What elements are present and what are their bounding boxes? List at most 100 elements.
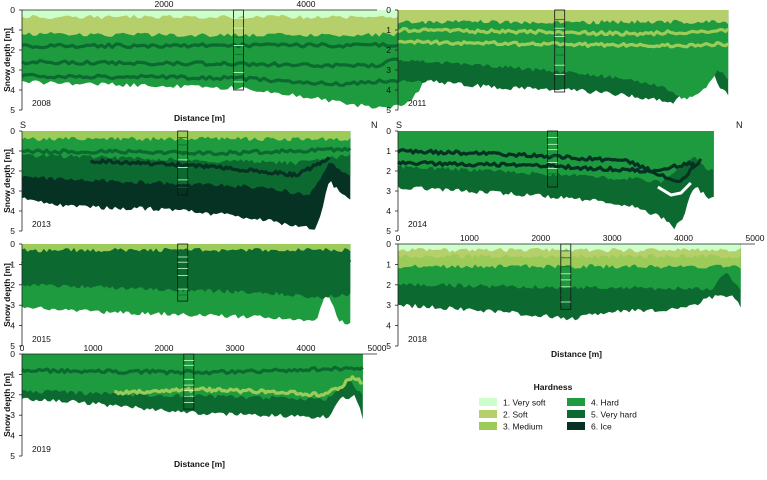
stripe-hardness-5 (21, 66, 456, 87)
x-tick-label: 2000 (155, 343, 174, 353)
y-tick-label: 5 (10, 105, 15, 115)
y-axis-label: Snow depth [m] (2, 28, 12, 92)
layer-hardness-3 (22, 244, 351, 253)
panel-2014: 0 1 2 3 4 5 2014 (386, 126, 714, 236)
y-tick-label: 1 (386, 146, 391, 156)
y-tick-label: 2 (386, 166, 391, 176)
legend-label: 2. Soft (503, 410, 528, 420)
stripe-hardness-5 (21, 51, 456, 69)
stripe-hardness-6 (89, 156, 331, 178)
y-tick-label: 1 (10, 369, 15, 379)
legend-label: 5. Very hard (591, 410, 637, 420)
y-tick-label: 3 (10, 65, 15, 75)
x-axis-label: Distance [m] (551, 349, 602, 359)
legend: Hardness 1. Very soft 2. Soft 3. Medium 4. H… (479, 382, 637, 432)
y-axis-label: Snow depth [m] (2, 263, 12, 327)
legend-swatch (567, 398, 585, 406)
x-axis-label: Distance [m] (174, 459, 225, 469)
y-tick-label: 0 (10, 126, 15, 136)
x-axis-label: Distance [m] (174, 113, 225, 123)
direction-start: S (396, 120, 402, 130)
y-tick-label: 5 (10, 451, 15, 461)
snow-gap (657, 181, 692, 197)
direction-start: S (20, 120, 26, 130)
y-tick-label: 1 (10, 259, 15, 269)
panel-2008: 0 1 2 3 4 5 2000 4000 2008 Snow depth [m] Distance… (2, 0, 457, 130)
stripe-hardness-5 (20, 258, 352, 268)
y-tick-label: 0 (386, 5, 391, 15)
x-tick-label: 1000 (84, 343, 103, 353)
panel-2015: 0 1 2 3 4 5 2015 Snow depth [m] (2, 239, 352, 351)
x-tick-label: 0 (20, 343, 25, 353)
x-tick-label: 3000 (226, 343, 245, 353)
y-tick-label: 5 (386, 105, 391, 115)
panel-2011: 0 1 2 3 4 5 2011 S N (386, 5, 742, 130)
y-tick-label: 1 (10, 25, 15, 35)
y-tick-label: 5 (10, 226, 15, 236)
x-tick-label: 0 (396, 233, 401, 243)
x-tick-label: 4000 (297, 0, 316, 9)
legend-title: Hardness (534, 382, 573, 392)
y-tick-label: 3 (10, 300, 15, 310)
profile-column (177, 243, 189, 302)
panel-2018: 0 1 2 3 4 5 0 1000 2000 3000 4000 5000 2018 Distance … (386, 233, 764, 359)
legend-swatch (567, 410, 585, 418)
legend-item: 6. Ice (567, 422, 612, 432)
layer-hardness-4 (22, 131, 351, 166)
legend-label: 4. Hard (591, 398, 619, 408)
y-tick-label: 4 (386, 321, 391, 331)
legend-label: 6. Ice (591, 422, 612, 432)
y-tick-label: 0 (10, 349, 15, 359)
stripe-hardness-3 (397, 26, 730, 37)
layer-hardness-4 (22, 354, 363, 401)
profile-column (554, 9, 566, 93)
legend-item: 5. Very hard (567, 410, 637, 420)
x-tick-label: 3000 (603, 233, 622, 243)
year-label: 2018 (408, 334, 427, 344)
direction-end: N (371, 120, 378, 130)
y-tick-label: 0 (386, 239, 391, 249)
stripe-hardness-6 (397, 160, 696, 174)
y-tick-label: 3 (386, 300, 391, 310)
profile-column (177, 130, 189, 196)
y-axis-label: Snow depth [m] (2, 373, 12, 437)
y-tick-label: 1 (10, 146, 15, 156)
year-label: 2013 (32, 219, 51, 229)
x-tick-label: 5000 (368, 343, 387, 353)
legend-item: 4. Hard (567, 398, 619, 408)
layer-hardness-2 (398, 10, 729, 25)
legend-item: 2. Soft (479, 410, 528, 420)
layer-hardness-1 (398, 244, 741, 253)
year-label: 2019 (32, 444, 51, 454)
x-tick-label: 4000 (674, 233, 693, 243)
x-tick-label: 2000 (155, 0, 174, 9)
y-tick-label: 3 (386, 186, 391, 196)
profile-column (547, 130, 558, 188)
x-tick-label: 5000 (746, 233, 765, 243)
legend-label: 3. Medium (503, 422, 543, 432)
x-tick-label: 2000 (531, 233, 550, 243)
y-tick-label: 4 (10, 206, 15, 216)
y-tick-label: 4 (10, 85, 15, 95)
y-tick-label: 5 (10, 341, 15, 351)
y-tick-label: 4 (10, 321, 15, 331)
y-tick-label: 2 (10, 390, 15, 400)
y-tick-label: 0 (10, 5, 15, 15)
y-tick-label: 0 (10, 239, 15, 249)
layer-hardness-3 (22, 131, 351, 142)
legend-swatch (479, 422, 497, 430)
layer-hardness-1 (22, 10, 456, 20)
y-tick-label: 4 (10, 431, 15, 441)
year-label: 2011 (408, 98, 427, 108)
panel-2013: 0 1 2 3 4 5 2013 Snow depth [m] (2, 126, 352, 236)
y-tick-label: 0 (386, 126, 391, 136)
x-tick-label: 4000 (297, 343, 316, 353)
y-tick-label: 2 (10, 166, 15, 176)
direction-end: N (736, 120, 743, 130)
legend-swatch (479, 398, 497, 406)
y-tick-label: 2 (10, 280, 15, 290)
x-tick-label: 1000 (460, 233, 479, 243)
stripe-hardness-5 (21, 41, 457, 50)
y-tick-label: 3 (386, 65, 391, 75)
